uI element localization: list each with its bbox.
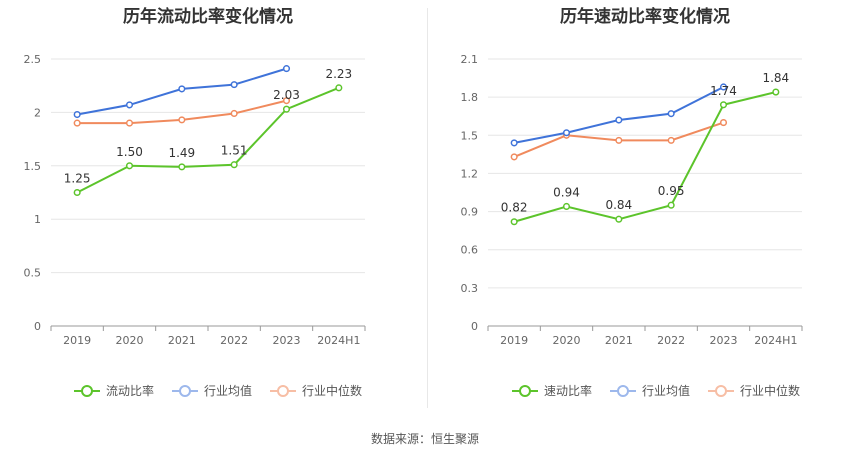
data-point <box>719 83 728 91</box>
data-point <box>73 188 81 197</box>
x-tick-label: 2022 <box>220 334 248 347</box>
y-tick-label: 1.5 <box>24 160 42 173</box>
legend-label: 行业中位数 <box>302 384 363 398</box>
data-point <box>615 215 623 223</box>
y-tick-label: 1 <box>34 213 41 226</box>
y-tick-label: 0.9 <box>461 206 479 219</box>
data-point <box>335 84 343 92</box>
legend-marker-icon <box>74 384 100 398</box>
legend-label: 流动比率 <box>106 384 155 398</box>
series-line <box>76 86 340 194</box>
data-point <box>510 218 518 226</box>
data-label: 0.95 <box>658 184 685 198</box>
y-tick-label: 1.5 <box>461 129 479 142</box>
legend-marker-icon <box>708 384 735 398</box>
x-tick-label: 2020 <box>116 334 144 347</box>
legend-item-industry-median[interactable]: 行业中位数 <box>270 382 362 399</box>
y-tick-label: 2.1 <box>461 53 479 66</box>
right-chart-title: 历年速动比率变化情况 <box>560 7 730 27</box>
data-point <box>230 81 238 89</box>
data-point <box>230 109 238 118</box>
y-tick-label: 0 <box>34 320 41 333</box>
right-legend: 速动比率 行业均值 行业中位数 <box>512 382 800 399</box>
data-point <box>73 110 81 119</box>
data-point <box>510 153 518 161</box>
legend-label: 行业均值 <box>204 384 253 398</box>
x-tick-label: 2024H1 <box>317 334 360 347</box>
data-point <box>230 161 238 169</box>
data-point <box>772 88 780 96</box>
data-point <box>667 136 675 144</box>
data-point <box>615 116 623 124</box>
right-line-chart: 0 0.3 0.6 0.9 1.2 1.5 1.8 2.1 2019 2020 2021 2022 20… <box>461 53 803 347</box>
series-line <box>513 91 777 223</box>
legend-item-industry-mean[interactable]: 行业均值 <box>172 382 252 399</box>
data-point <box>510 139 518 147</box>
data-point <box>73 119 81 127</box>
data-point <box>562 129 571 137</box>
data-label: 1.49 <box>168 146 195 160</box>
data-label: 0.84 <box>605 198 632 212</box>
data-source-note: 数据来源：恒生聚源 <box>370 432 479 446</box>
data-point <box>125 162 134 170</box>
data-point <box>615 136 623 144</box>
y-tick-label: 1.8 <box>461 91 479 104</box>
data-point <box>719 119 728 127</box>
legend-marker-icon <box>172 384 199 398</box>
data-point <box>667 201 675 209</box>
data-point <box>562 202 571 211</box>
data-point <box>282 105 291 113</box>
left-legend: 流动比率 行业均值 行业中位数 <box>74 382 362 399</box>
x-tick-label: 2023 <box>273 334 301 347</box>
y-tick-label: 0.6 <box>461 244 479 257</box>
data-point <box>719 101 728 109</box>
data-label: 2.23 <box>325 67 352 81</box>
legend-label: 行业中位数 <box>740 384 801 398</box>
data-label: 2.03 <box>273 88 300 102</box>
x-tick-label: 2021 <box>605 334 633 347</box>
y-tick-label: 1.2 <box>461 167 479 180</box>
x-tick-label: 2019 <box>500 334 528 347</box>
x-tick-label: 2024H1 <box>754 334 797 347</box>
data-label: 0.94 <box>553 185 580 199</box>
data-point <box>282 65 291 73</box>
legend-item-industry-median[interactable]: 行业中位数 <box>708 382 800 399</box>
legend-item-industry-mean[interactable]: 行业均值 <box>610 382 690 399</box>
legend-item-quick-ratio[interactable]: 速动比率 <box>512 382 592 399</box>
legend-label: 速动比率 <box>544 384 593 398</box>
y-tick-label: 2.5 <box>24 53 42 66</box>
data-point <box>178 116 186 124</box>
x-tick-label: 2023 <box>710 334 738 347</box>
x-tick-label: 2020 <box>553 334 581 347</box>
data-label: 1.51 <box>221 144 248 158</box>
data-point <box>178 163 186 171</box>
legend-label: 行业均值 <box>642 384 691 398</box>
y-tick-label: 2 <box>34 106 41 119</box>
x-tick-label: 2022 <box>657 334 685 347</box>
legend-marker-icon <box>610 384 637 398</box>
data-label: 1.50 <box>116 145 143 159</box>
data-point <box>667 110 675 118</box>
legend-marker-icon <box>270 384 297 398</box>
data-label: 1.25 <box>64 172 91 186</box>
data-point <box>125 119 134 127</box>
y-tick-label: 0.5 <box>24 267 42 280</box>
panel-divider <box>427 8 428 408</box>
data-point <box>178 85 186 93</box>
legend-marker-icon <box>512 384 538 398</box>
data-label: 1.84 <box>762 71 789 85</box>
x-tick-label: 2021 <box>168 334 196 347</box>
data-label: 1.74 <box>710 84 737 98</box>
legend-item-current-ratio[interactable]: 流动比率 <box>74 382 154 399</box>
data-point <box>125 101 134 109</box>
left-line-chart: 0 0.5 1 1.5 2 2.5 2019 2020 2021 2022 2023 2024H1 1.… <box>24 53 366 347</box>
y-tick-label: 0.3 <box>461 282 479 295</box>
x-tick-label: 2019 <box>63 334 91 347</box>
left-chart-title: 历年流动比率变化情况 <box>123 7 293 27</box>
data-label: 0.82 <box>501 201 528 215</box>
y-tick-label: 0 <box>471 320 478 333</box>
data-point <box>282 97 291 105</box>
series-line <box>513 86 724 144</box>
